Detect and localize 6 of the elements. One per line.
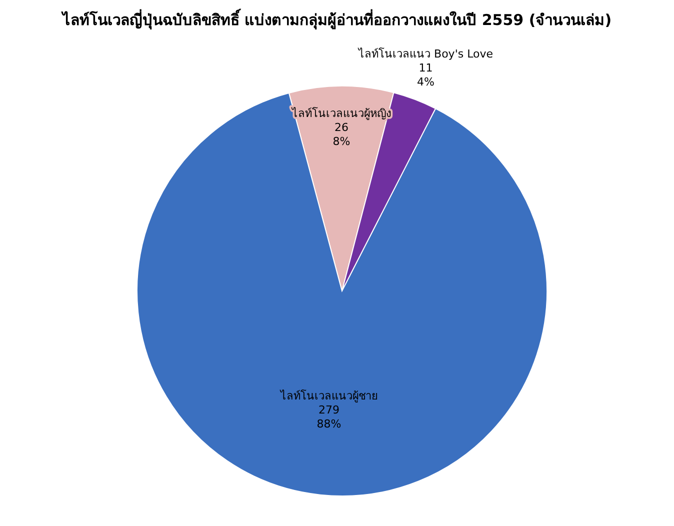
- chart-title: ไลท์โนเวลญี่ปุ่นฉบับลิขสิทธิ์ แบ่งตามกลุ่มผู้อ่านที่ออกวางแผงในปี 2559 (จำนวนเล่ม): [60, 8, 613, 32]
- data-label: 279 88%: [316, 403, 342, 430]
- data-label: 11 4%: [417, 61, 435, 88]
- slice-label: ไลท์โนเวลแนว Boy's Love: [358, 46, 494, 60]
- slice-label: ไลท์โนเวลแนวผู้ชาย: [279, 388, 378, 402]
- data-label: 26 8%: [332, 121, 350, 148]
